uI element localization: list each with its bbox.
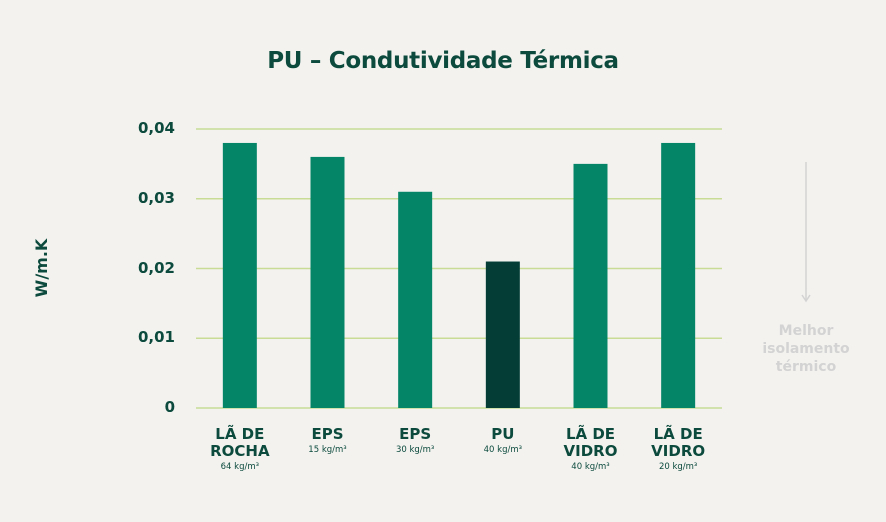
category-density: 15 kg/m³ bbox=[308, 445, 347, 455]
category-name: EPS bbox=[311, 425, 344, 443]
category-label: LÃ DE VIDRO 20 kg/m³ bbox=[633, 425, 723, 473]
y-tick-label: 0,02 bbox=[137, 258, 175, 277]
category-density: 40 kg/m³ bbox=[483, 445, 523, 455]
category-density: 64 kg/m³ bbox=[220, 462, 260, 472]
category-name: PU bbox=[491, 425, 515, 443]
category-density: 30 kg/m³ bbox=[395, 445, 435, 455]
bar bbox=[661, 142, 696, 408]
category-label: EPS 30 kg/m³ bbox=[370, 425, 460, 456]
bar bbox=[398, 191, 433, 408]
bar bbox=[222, 142, 257, 408]
y-tick-label: 0,01 bbox=[137, 328, 175, 347]
category-density: 40 kg/m³ bbox=[571, 462, 610, 472]
y-tick-label: 0 bbox=[164, 398, 175, 416]
y-tick-label: 0,04 bbox=[137, 119, 175, 137]
bar bbox=[573, 163, 608, 408]
bar bbox=[310, 156, 345, 408]
category-name: LÃ DE ROCHA bbox=[210, 425, 270, 460]
category-label: EPS 15 kg/m³ bbox=[283, 425, 373, 456]
category-label: PU 40 kg/m³ bbox=[458, 425, 548, 456]
category-label: LÃ DE VIDRO 40 kg/m³ bbox=[546, 425, 636, 473]
chart-title: PU – Condutividade Térmica bbox=[267, 48, 619, 74]
arrow-head-icon bbox=[801, 294, 811, 303]
bar bbox=[485, 261, 520, 408]
category-name: LÃ DE VIDRO bbox=[651, 425, 706, 460]
category-density: 20 kg/m³ bbox=[658, 462, 698, 472]
category-label: LÃ DE ROCHA 64 kg/m³ bbox=[195, 425, 285, 473]
better-insulation-note: Melhor isolamento térmico bbox=[762, 323, 850, 375]
category-name: LÃ DE VIDRO bbox=[563, 425, 618, 460]
y-tick-label: 0,03 bbox=[137, 188, 175, 207]
category-name: EPS bbox=[399, 425, 432, 443]
